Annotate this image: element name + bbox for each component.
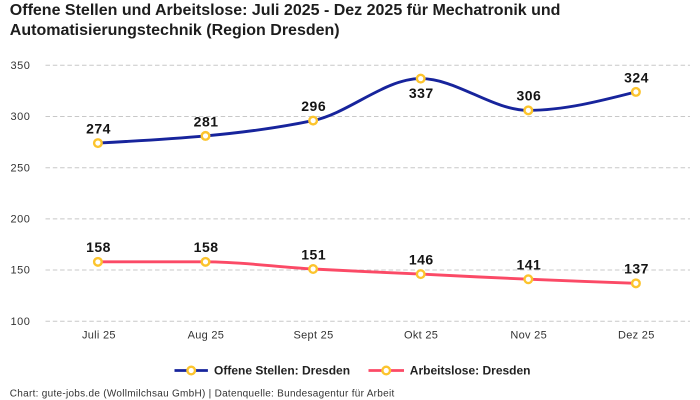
svg-text:Aug 25: Aug 25: [188, 330, 225, 342]
svg-text:Offene Stellen und Arbeitslose: Offene Stellen und Arbeitslose: Juli 202…: [10, 2, 561, 19]
svg-text:250: 250: [11, 162, 31, 174]
svg-text:274: 274: [86, 121, 111, 137]
svg-text:Automatisierungstechnik (Regio: Automatisierungstechnik (Region Dresden): [10, 22, 340, 39]
svg-text:158: 158: [86, 239, 111, 255]
svg-text:Chart: gute-jobs.de (Wollmilch: Chart: gute-jobs.de (Wollmilchsau GmbH) …: [10, 389, 395, 400]
svg-text:350: 350: [11, 60, 31, 72]
svg-text:Okt 25: Okt 25: [404, 330, 438, 342]
svg-text:Juli 25: Juli 25: [82, 330, 116, 342]
svg-text:Arbeitslose: Dresden: Arbeitslose: Dresden: [410, 363, 531, 377]
svg-text:200: 200: [11, 214, 31, 226]
svg-text:281: 281: [194, 113, 219, 129]
svg-text:137: 137: [624, 261, 649, 277]
svg-text:Nov 25: Nov 25: [510, 330, 547, 342]
svg-text:Sept 25: Sept 25: [293, 330, 333, 342]
svg-text:296: 296: [301, 98, 326, 114]
svg-text:Offene Stellen: Dresden: Offene Stellen: Dresden: [214, 363, 350, 377]
svg-text:146: 146: [409, 252, 434, 268]
svg-text:151: 151: [301, 246, 326, 262]
svg-text:Dez 25: Dez 25: [618, 330, 655, 342]
svg-text:158: 158: [194, 239, 219, 255]
svg-text:324: 324: [624, 69, 649, 85]
svg-text:100: 100: [11, 316, 31, 328]
svg-text:141: 141: [516, 257, 541, 273]
svg-text:300: 300: [11, 111, 31, 123]
svg-text:150: 150: [11, 265, 31, 277]
svg-text:306: 306: [516, 88, 541, 104]
svg-text:337: 337: [409, 85, 434, 101]
